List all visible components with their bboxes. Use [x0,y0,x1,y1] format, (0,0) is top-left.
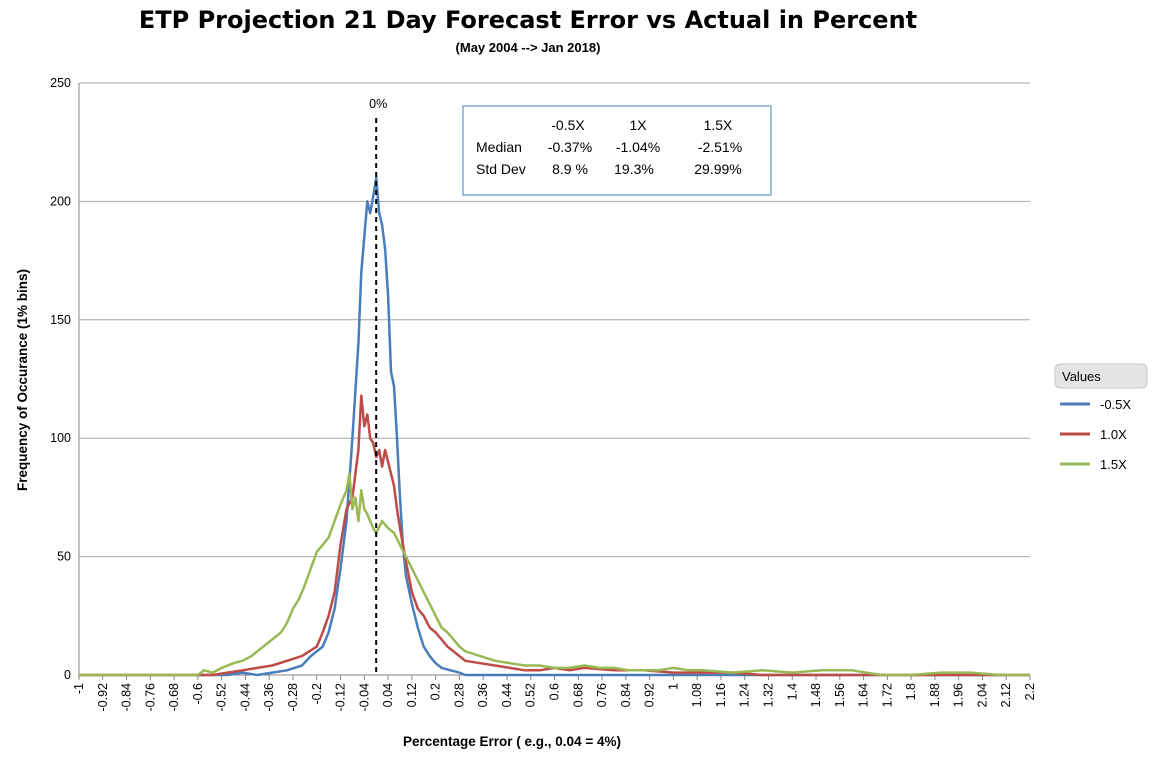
legend-title-box[interactable] [1054,363,1148,389]
x-tick-label: 1.08 [690,683,704,707]
x-tick-label: 1.72 [880,683,894,707]
y-axis-ticks: 0 50 100 150 200 250 [50,76,71,682]
x-tick-label: 0.52 [524,683,538,707]
x-tick-label: 1.4 [785,683,799,700]
stats-stddev-2: 29.99% [694,161,741,177]
y-tick-label: 0 [64,668,71,682]
x-tick-label: 1.88 [928,683,942,707]
x-tick-label: 0.04 [381,683,395,707]
x-tick-label: -0.2 [310,683,324,705]
x-tick-label: 1.8 [904,683,918,700]
series-line-2 [79,472,1030,677]
x-tick-label: -0.92 [96,683,110,712]
x-tick-label: 1.64 [857,683,871,707]
stats-col-header-1: 1X [629,117,647,133]
x-tick-label: -0.68 [167,683,181,712]
x-tick-label: -0.52 [215,683,229,712]
zero-reference-label: 0% [369,97,387,111]
x-tick-label: 0.6 [548,683,562,700]
stats-col-header-2: 1.5X [704,117,733,133]
chart-subtitle: (May 2004 --> Jan 2018) [456,40,601,55]
x-tick-label: -0.44 [238,683,252,712]
x-tick-label: -0.36 [262,683,276,712]
x-tick-label: 0.76 [595,683,609,707]
x-tick-label: -0.12 [334,683,348,712]
x-tick-label: 1.16 [714,683,728,707]
x-tick-label: -0.84 [120,683,134,712]
x-tick-label: 0.68 [571,683,585,707]
y-axis-title: Frequency of Occurance (1% bins) [15,269,30,491]
x-tick-label: 1 [666,683,680,690]
y-tick-label: 250 [50,76,71,90]
series-line-1 [79,394,1030,677]
x-tick-label: 1.56 [833,683,847,707]
stats-row-label-stddev: Std Dev [476,161,526,177]
zero-reference: 0% [369,97,387,675]
y-tick-label: 150 [50,313,71,327]
x-tick-label: -0.6 [191,683,205,705]
stats-table-box [462,105,772,196]
x-tick-label: 2.2 [1023,683,1037,700]
x-tick-label: 0.44 [500,683,514,707]
stats-stddev-0: 8.9 % [552,161,588,177]
x-tick-label: 0.92 [643,683,657,707]
x-tick-label: 0.12 [405,683,419,707]
y-tick-label: 100 [50,431,71,445]
series-lines [79,176,1030,677]
x-tick-label: 0.2 [429,683,443,700]
stats-stddev-1: 19.3% [614,161,654,177]
stats-median-0: -0.37% [548,139,592,155]
stats-table: -0.5X 1X 1.5X Median -0.37% -1.04% -2.51… [462,105,772,196]
stats-col-header-0: -0.5X [551,117,585,133]
x-tick-label: 0.28 [452,683,466,707]
x-tick-label: -1 [72,683,86,694]
legend-title: Values [1062,369,1101,384]
x-axis-title: Percentage Error ( e.g., 0.04 = 4%) [403,734,621,749]
x-tick-label: 0.36 [476,683,490,707]
y-tick-label: 50 [57,550,71,564]
series-line-0 [79,176,1030,677]
x-tick-label: 1.96 [952,683,966,707]
legend-label-2: 1.5X [1100,457,1127,472]
x-tick-label: 2.12 [999,683,1013,707]
x-tick-label: -0.76 [143,683,157,712]
x-tick-label: 2.04 [975,683,989,707]
gridlines [78,82,1030,676]
x-tick-label: -0.04 [357,683,371,712]
legend-label-0: -0.5X [1100,397,1131,412]
legend-label-1: 1.0X [1100,427,1127,442]
x-tick-label: 0.84 [619,683,633,707]
x-tick-label: 1.24 [738,683,752,707]
legend: Values -0.5X 1.0X 1.5X [1054,363,1148,472]
stats-median-2: -2.51% [698,139,742,155]
stats-median-1: -1.04% [616,139,660,155]
y-tick-label: 200 [50,194,71,208]
x-tick-label: 1.32 [761,683,775,707]
x-axis-ticks: -1 -0.92 -0.84 -0.76 -0.68 -0.6 -0.52 -0.44 -0.3… [72,675,1037,712]
stats-row-label-median: Median [476,139,522,155]
x-tick-label: -0.28 [286,683,300,712]
x-tick-label: 1.48 [809,683,823,707]
chart-title: ETP Projection 21 Day Forecast Error vs … [139,6,917,34]
